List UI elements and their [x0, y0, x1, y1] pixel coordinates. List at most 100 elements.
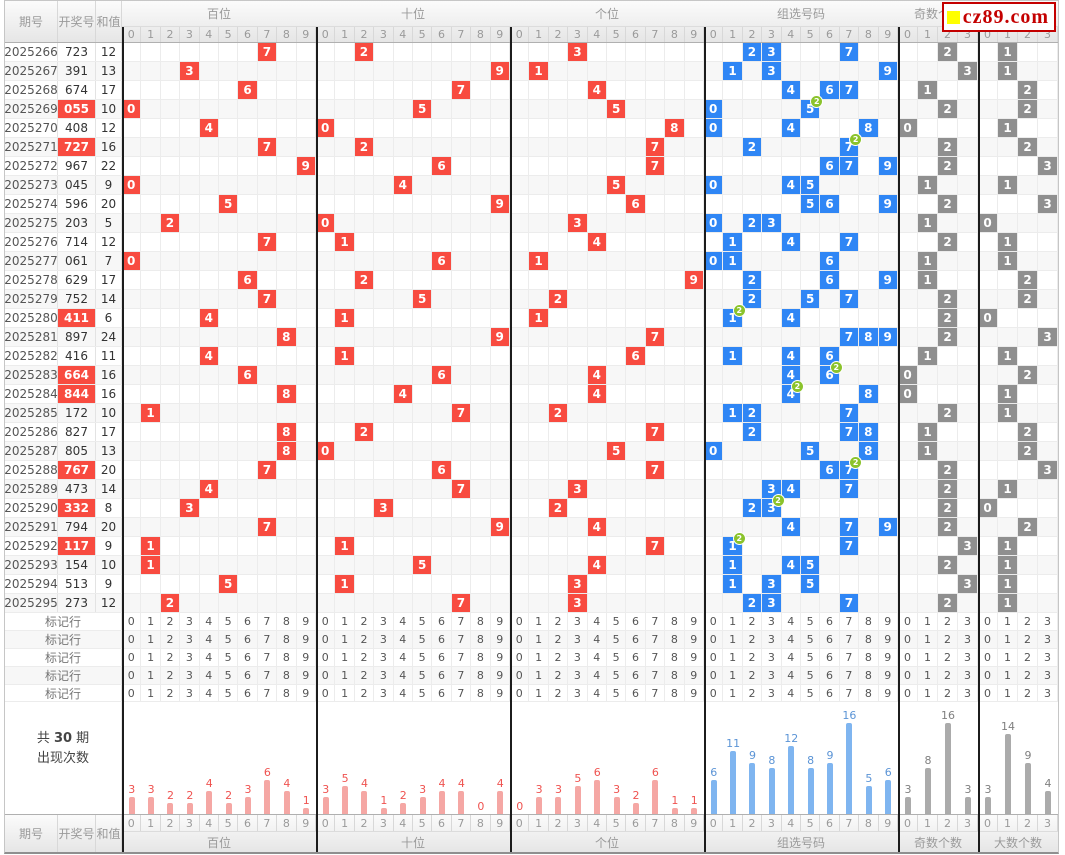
- mark-cell[interactable]: 0: [898, 613, 918, 630]
- mark-cell[interactable]: 8: [471, 667, 491, 684]
- mark-cell[interactable]: 8: [471, 631, 491, 648]
- mark-cell[interactable]: 0: [898, 667, 918, 684]
- mark-cell[interactable]: 9: [879, 685, 898, 701]
- mark-cell[interactable]: 1: [998, 613, 1018, 630]
- mark-cell[interactable]: 4: [200, 649, 219, 666]
- mark-cell[interactable]: 6: [238, 685, 258, 701]
- mark-cell[interactable]: 1: [141, 685, 161, 701]
- mark-cell[interactable]: 9: [491, 667, 510, 684]
- mark-cell[interactable]: 9: [685, 613, 704, 630]
- mark-cell[interactable]: 0: [316, 685, 336, 701]
- mark-cell[interactable]: 7: [646, 667, 666, 684]
- mark-cell[interactable]: 1: [141, 613, 161, 630]
- mark-cell[interactable]: 4: [782, 649, 801, 666]
- mark-cell[interactable]: 0: [978, 649, 998, 666]
- mark-cell[interactable]: 2: [549, 613, 569, 630]
- mark-cell[interactable]: 0: [316, 613, 336, 630]
- mark-cell[interactable]: 0: [510, 631, 530, 648]
- mark-cell[interactable]: 0: [898, 649, 918, 666]
- mark-cell[interactable]: 7: [840, 685, 860, 701]
- mark-cell[interactable]: 4: [588, 685, 607, 701]
- mark-cell[interactable]: 2: [355, 631, 375, 648]
- mark-cell[interactable]: 0: [510, 613, 530, 630]
- mark-cell[interactable]: 3: [1038, 631, 1058, 648]
- mark-cell[interactable]: 2: [355, 667, 375, 684]
- mark-cell[interactable]: 1: [529, 685, 549, 701]
- mark-cell[interactable]: 2: [743, 631, 763, 648]
- mark-cell[interactable]: 0: [122, 649, 142, 666]
- mark-cell[interactable]: 9: [491, 685, 510, 701]
- mark-cell[interactable]: 4: [200, 631, 219, 648]
- mark-cell[interactable]: 5: [607, 667, 627, 684]
- mark-cell[interactable]: 8: [665, 649, 685, 666]
- mark-cell[interactable]: 6: [432, 649, 452, 666]
- mark-cell[interactable]: 5: [413, 685, 433, 701]
- mark-cell[interactable]: 1: [723, 685, 743, 701]
- mark-cell[interactable]: 1: [335, 685, 355, 701]
- mark-cell[interactable]: 1: [918, 667, 938, 684]
- mark-cell[interactable]: 6: [626, 649, 646, 666]
- mark-cell[interactable]: 3: [762, 685, 782, 701]
- mark-cell[interactable]: 1: [529, 667, 549, 684]
- mark-cell[interactable]: 0: [510, 667, 530, 684]
- mark-cell[interactable]: 3: [180, 685, 200, 701]
- mark-cell[interactable]: 5: [607, 685, 627, 701]
- mark-cell[interactable]: 8: [665, 631, 685, 648]
- mark-cell[interactable]: 2: [355, 649, 375, 666]
- mark-cell[interactable]: 5: [219, 631, 239, 648]
- mark-cell[interactable]: 6: [626, 613, 646, 630]
- mark-cell[interactable]: 7: [452, 685, 472, 701]
- mark-cell[interactable]: 6: [820, 631, 840, 648]
- mark-cell[interactable]: 0: [122, 685, 142, 701]
- mark-cell[interactable]: 3: [374, 631, 394, 648]
- mark-cell[interactable]: 1: [141, 649, 161, 666]
- mark-cell[interactable]: 3: [374, 649, 394, 666]
- mark-cell[interactable]: 0: [978, 685, 998, 701]
- mark-cell[interactable]: 8: [859, 685, 879, 701]
- mark-cell[interactable]: 1: [998, 649, 1018, 666]
- mark-cell[interactable]: 5: [219, 649, 239, 666]
- mark-cell[interactable]: 8: [471, 649, 491, 666]
- mark-cell[interactable]: 7: [452, 613, 472, 630]
- mark-cell[interactable]: 0: [122, 613, 142, 630]
- mark-cell[interactable]: 1: [723, 613, 743, 630]
- mark-cell[interactable]: 6: [626, 631, 646, 648]
- mark-cell[interactable]: 8: [277, 613, 297, 630]
- mark-cell[interactable]: 1: [723, 667, 743, 684]
- mark-cell[interactable]: 9: [879, 667, 898, 684]
- mark-cell[interactable]: 7: [452, 649, 472, 666]
- mark-cell[interactable]: 1: [918, 649, 938, 666]
- mark-cell[interactable]: 6: [432, 613, 452, 630]
- mark-cell[interactable]: 5: [413, 631, 433, 648]
- mark-cell[interactable]: 4: [782, 613, 801, 630]
- mark-cell[interactable]: 9: [491, 613, 510, 630]
- mark-cell[interactable]: 6: [820, 685, 840, 701]
- mark-cell[interactable]: 4: [782, 667, 801, 684]
- mark-cell[interactable]: 0: [704, 649, 724, 666]
- mark-cell[interactable]: 7: [646, 649, 666, 666]
- mark-cell[interactable]: 0: [898, 631, 918, 648]
- mark-cell[interactable]: 2: [1018, 631, 1038, 648]
- mark-cell[interactable]: 8: [859, 667, 879, 684]
- mark-cell[interactable]: 1: [335, 649, 355, 666]
- mark-cell[interactable]: 4: [200, 685, 219, 701]
- mark-cell[interactable]: 6: [626, 667, 646, 684]
- mark-cell[interactable]: 7: [840, 631, 860, 648]
- mark-cell[interactable]: 3: [568, 631, 588, 648]
- mark-cell[interactable]: 6: [820, 613, 840, 630]
- mark-cell[interactable]: 8: [277, 631, 297, 648]
- mark-cell[interactable]: 0: [316, 649, 336, 666]
- mark-cell[interactable]: 9: [491, 631, 510, 648]
- mark-cell[interactable]: 3: [958, 649, 978, 666]
- mark-cell[interactable]: 2: [355, 685, 375, 701]
- mark-cell[interactable]: 0: [704, 685, 724, 701]
- mark-cell[interactable]: 2: [938, 631, 958, 648]
- mark-cell[interactable]: 4: [394, 631, 413, 648]
- mark-cell[interactable]: 0: [122, 667, 142, 684]
- mark-cell[interactable]: 5: [607, 613, 627, 630]
- mark-cell[interactable]: 7: [646, 685, 666, 701]
- mark-cell[interactable]: 8: [859, 649, 879, 666]
- mark-cell[interactable]: 4: [394, 685, 413, 701]
- mark-cell[interactable]: 0: [978, 667, 998, 684]
- mark-cell[interactable]: 2: [1018, 667, 1038, 684]
